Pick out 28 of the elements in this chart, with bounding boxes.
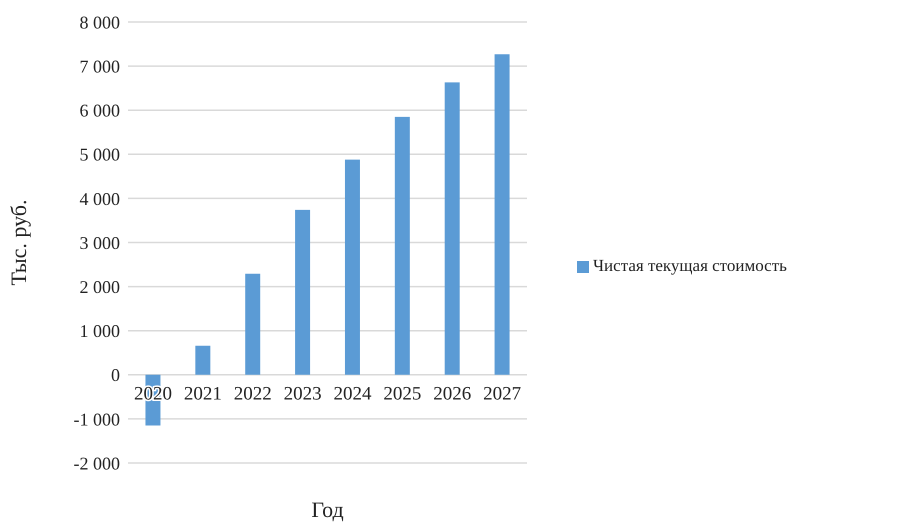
y-tick-label: 7 000: [80, 56, 120, 76]
legend-label: Чистая текущая стоимость: [593, 256, 787, 274]
y-tick-label: 1 000: [80, 321, 120, 342]
bar: [494, 54, 510, 375]
bar: [344, 160, 360, 375]
x-tick-label: 2026: [433, 384, 472, 405]
bar: [444, 82, 460, 375]
y-tick-label: 2 000: [80, 276, 120, 297]
bar: [295, 210, 310, 375]
x-tick-label: 2027: [483, 384, 522, 405]
y-tick-label: 4 000: [80, 188, 120, 209]
y-tick-label: 3 000: [80, 232, 120, 253]
bar: [394, 116, 410, 375]
y-tick-label: -2 000: [74, 453, 120, 474]
x-tick-label: 2025: [383, 384, 422, 405]
bar: [195, 346, 210, 375]
bar: [245, 274, 260, 375]
x-tick-label: 2024: [333, 384, 372, 405]
y-tick-label: 0: [111, 365, 120, 386]
x-axis-title: Год: [311, 497, 344, 522]
x-tick-label: 2022: [234, 384, 272, 405]
y-tick-label: -1 000: [74, 409, 120, 430]
y-tick-label: 5 000: [80, 144, 120, 165]
y-tick-label: 8 000: [80, 12, 120, 32]
y-tick-label: 6 000: [80, 100, 120, 121]
x-tick-label: 2021: [184, 384, 222, 405]
x-tick-label: 2023: [284, 384, 322, 405]
y-axis-title: Тыс. руб.: [6, 199, 31, 286]
